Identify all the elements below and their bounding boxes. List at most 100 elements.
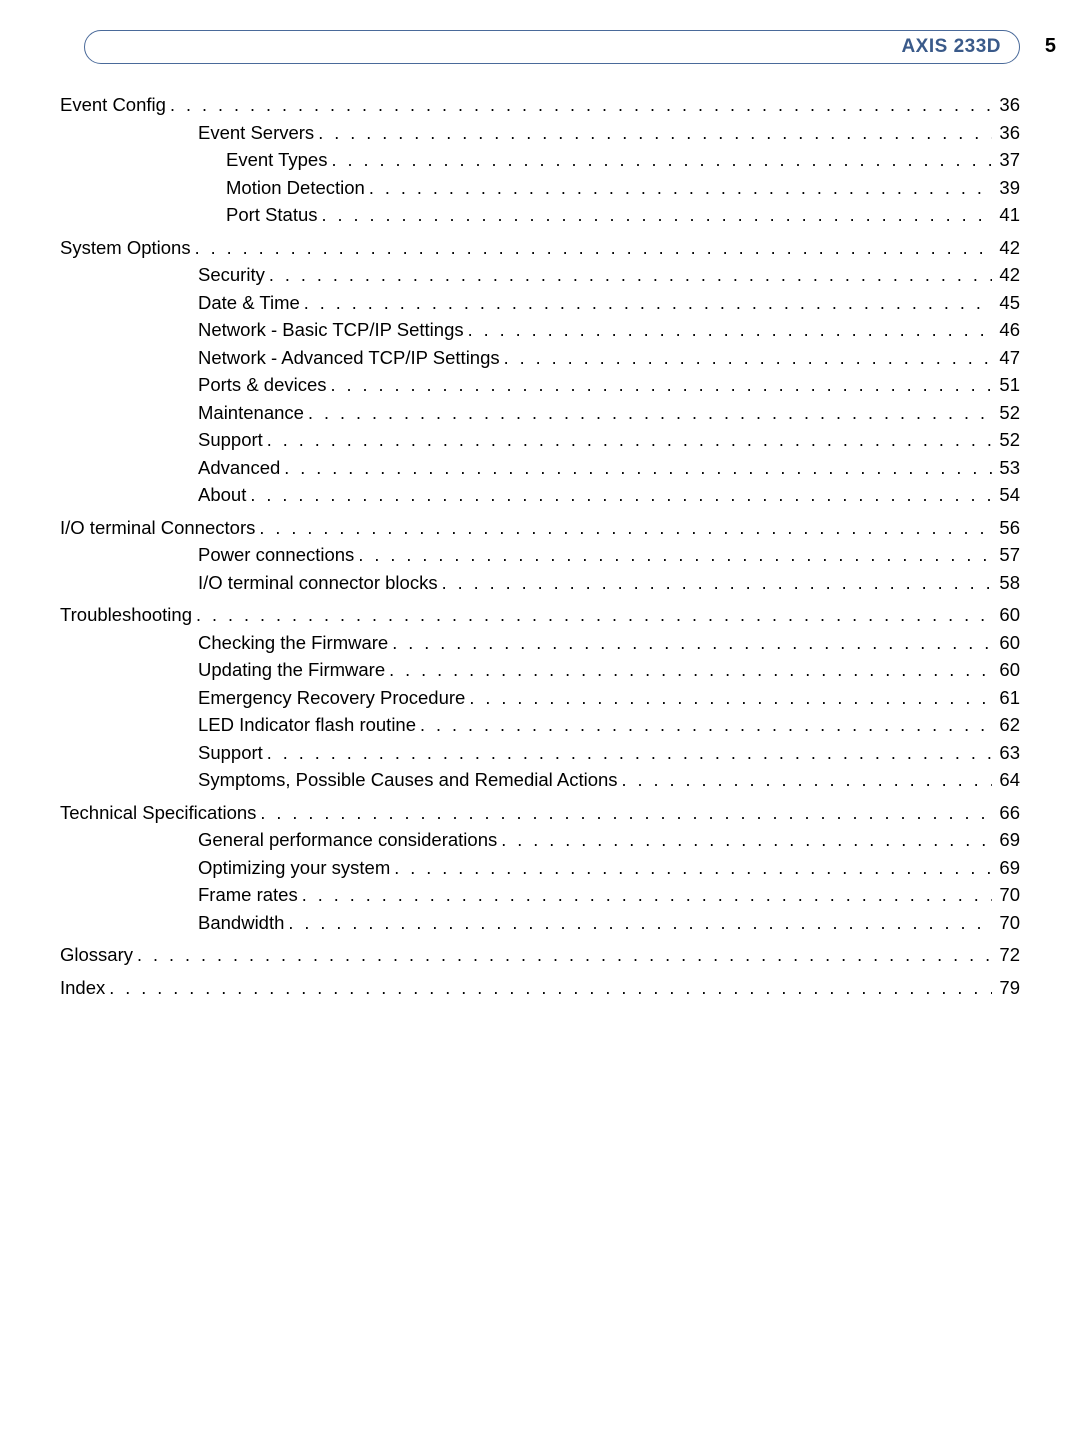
toc-label: I/O terminal Connectors (60, 519, 255, 538)
toc-label: Support (198, 431, 263, 450)
toc-page-number: 60 (992, 634, 1020, 653)
toc-leader-dots: . . . . . . . . . . . . . . . . . . . . … (388, 634, 992, 652)
toc-row[interactable]: Port Status . . . . . . . . . . . . . . … (60, 206, 1020, 225)
toc-row[interactable]: Troubleshooting . . . . . . . . . . . . … (60, 606, 1020, 625)
toc-row[interactable]: Optimizing your system . . . . . . . . .… (60, 859, 1020, 878)
toc-row[interactable]: Updating the Firmware . . . . . . . . . … (60, 661, 1020, 680)
toc-page-number: 46 (992, 321, 1020, 340)
toc-row[interactable]: About . . . . . . . . . . . . . . . . . … (60, 486, 1020, 505)
toc-page-number: 42 (992, 266, 1020, 285)
toc-page-number: 41 (992, 206, 1020, 225)
toc-page-number: 69 (992, 859, 1020, 878)
page-number: 5 (1045, 35, 1056, 58)
toc-label: Updating the Firmware (198, 661, 385, 680)
toc-leader-dots: . . . . . . . . . . . . . . . . . . . . … (354, 546, 992, 564)
toc-leader-dots: . . . . . . . . . . . . . . . . . . . . … (304, 404, 992, 422)
toc-row[interactable]: System Options . . . . . . . . . . . . .… (60, 239, 1020, 258)
toc-row[interactable]: Maintenance . . . . . . . . . . . . . . … (60, 404, 1020, 423)
toc-page-number: 70 (992, 886, 1020, 905)
toc-row[interactable]: Index . . . . . . . . . . . . . . . . . … (60, 979, 1020, 998)
toc-leader-dots: . . . . . . . . . . . . . . . . . . . . … (166, 96, 992, 114)
toc-row[interactable]: Glossary . . . . . . . . . . . . . . . .… (60, 946, 1020, 965)
toc-row[interactable]: Support . . . . . . . . . . . . . . . . … (60, 431, 1020, 450)
toc-row[interactable]: LED Indicator flash routine . . . . . . … (60, 716, 1020, 735)
toc-row[interactable]: Checking the Firmware . . . . . . . . . … (60, 634, 1020, 653)
toc-label: Optimizing your system (198, 859, 390, 878)
toc-page-number: 52 (992, 404, 1020, 423)
toc-leader-dots: . . . . . . . . . . . . . . . . . . . . … (191, 239, 992, 257)
toc-label: Glossary (60, 946, 133, 965)
toc-leader-dots: . . . . . . . . . . . . . . . . . . . . … (318, 206, 992, 224)
toc-row[interactable]: I/O terminal connector blocks . . . . . … (60, 574, 1020, 593)
toc-row[interactable]: Symptoms, Possible Causes and Remedial A… (60, 771, 1020, 790)
toc-leader-dots: . . . . . . . . . . . . . . . . . . . . … (265, 266, 992, 284)
toc-leader-dots: . . . . . . . . . . . . . . . . . . . . … (256, 804, 992, 822)
toc-leader-dots: . . . . . . . . . . . . . . . . . . . . … (465, 689, 992, 707)
toc-leader-dots: . . . . . . . . . . . . . . . . . . . . … (438, 574, 992, 592)
toc-page-number: 36 (992, 124, 1020, 143)
toc-page-number: 69 (992, 831, 1020, 850)
toc-page-number: 36 (992, 96, 1020, 115)
toc-label: Bandwidth (198, 914, 284, 933)
toc-label: Advanced (198, 459, 280, 478)
toc-leader-dots: . . . . . . . . . . . . . . . . . . . . … (365, 179, 992, 197)
toc-row[interactable]: Advanced . . . . . . . . . . . . . . . .… (60, 459, 1020, 478)
toc-leader-dots: . . . . . . . . . . . . . . . . . . . . … (618, 771, 992, 789)
toc-leader-dots: . . . . . . . . . . . . . . . . . . . . … (284, 914, 992, 932)
toc-row[interactable]: Event Config . . . . . . . . . . . . . .… (60, 96, 1020, 115)
toc-page-number: 72 (992, 946, 1020, 965)
toc-page-number: 64 (992, 771, 1020, 790)
toc-leader-dots: . . . . . . . . . . . . . . . . . . . . … (497, 831, 992, 849)
toc-page-number: 62 (992, 716, 1020, 735)
toc-leader-dots: . . . . . . . . . . . . . . . . . . . . … (327, 376, 992, 394)
toc-label: Technical Specifications (60, 804, 256, 823)
toc-row[interactable]: Date & Time . . . . . . . . . . . . . . … (60, 294, 1020, 313)
toc-leader-dots: . . . . . . . . . . . . . . . . . . . . … (300, 294, 992, 312)
header-bar: AXIS 233D 5 (84, 30, 1020, 64)
toc-page-number: 52 (992, 431, 1020, 450)
toc-label: Security (198, 266, 265, 285)
toc-leader-dots: . . . . . . . . . . . . . . . . . . . . … (246, 486, 992, 504)
toc-row[interactable]: Power connections . . . . . . . . . . . … (60, 546, 1020, 565)
toc-page-number: 53 (992, 459, 1020, 478)
toc-page-number: 51 (992, 376, 1020, 395)
toc-leader-dots: . . . . . . . . . . . . . . . . . . . . … (500, 349, 992, 367)
product-title: AXIS 233D (901, 36, 1001, 58)
table-of-contents: Event Config . . . . . . . . . . . . . .… (60, 96, 1020, 997)
toc-leader-dots: . . . . . . . . . . . . . . . . . . . . … (263, 431, 992, 449)
toc-page-number: 47 (992, 349, 1020, 368)
toc-page-number: 79 (992, 979, 1020, 998)
toc-leader-dots: . . . . . . . . . . . . . . . . . . . . … (192, 606, 992, 624)
toc-row[interactable]: Support . . . . . . . . . . . . . . . . … (60, 744, 1020, 763)
toc-label: System Options (60, 239, 191, 258)
toc-row[interactable]: General performance considerations . . .… (60, 831, 1020, 850)
toc-row[interactable]: Ports & devices . . . . . . . . . . . . … (60, 376, 1020, 395)
toc-row[interactable]: I/O terminal Connectors . . . . . . . . … (60, 519, 1020, 538)
toc-page-number: 45 (992, 294, 1020, 313)
toc-page-number: 60 (992, 661, 1020, 680)
toc-row[interactable]: Network - Advanced TCP/IP Settings . . .… (60, 349, 1020, 368)
toc-row[interactable]: Bandwidth . . . . . . . . . . . . . . . … (60, 914, 1020, 933)
toc-page-number: 54 (992, 486, 1020, 505)
toc-label: Event Types (226, 151, 327, 170)
toc-row[interactable]: Emergency Recovery Procedure . . . . . .… (60, 689, 1020, 708)
toc-label: Symptoms, Possible Causes and Remedial A… (198, 771, 618, 790)
toc-row[interactable]: Technical Specifications . . . . . . . .… (60, 804, 1020, 823)
toc-row[interactable]: Frame rates . . . . . . . . . . . . . . … (60, 886, 1020, 905)
toc-page-number: 66 (992, 804, 1020, 823)
header-pill-border: AXIS 233D (84, 30, 1020, 64)
toc-page-number: 61 (992, 689, 1020, 708)
toc-label: Event Servers (198, 124, 314, 143)
toc-label: LED Indicator flash routine (198, 716, 416, 735)
toc-page-number: 63 (992, 744, 1020, 763)
toc-page-number: 70 (992, 914, 1020, 933)
toc-row[interactable]: Security . . . . . . . . . . . . . . . .… (60, 266, 1020, 285)
toc-leader-dots: . . . . . . . . . . . . . . . . . . . . … (105, 979, 992, 997)
toc-row[interactable]: Motion Detection . . . . . . . . . . . .… (60, 179, 1020, 198)
toc-row[interactable]: Event Types . . . . . . . . . . . . . . … (60, 151, 1020, 170)
toc-label: Maintenance (198, 404, 304, 423)
toc-label: Network - Advanced TCP/IP Settings (198, 349, 500, 368)
toc-row[interactable]: Network - Basic TCP/IP Settings . . . . … (60, 321, 1020, 340)
toc-label: Support (198, 744, 263, 763)
toc-row[interactable]: Event Servers . . . . . . . . . . . . . … (60, 124, 1020, 143)
